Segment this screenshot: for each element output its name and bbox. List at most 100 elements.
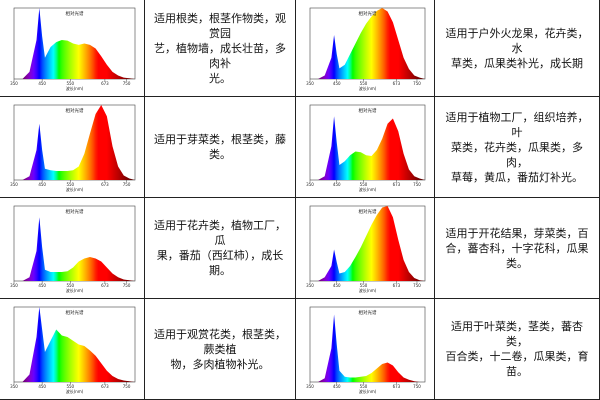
x-tick-label: 450 (333, 283, 341, 288)
description-cell-6: 适用于开花结果，芽菜类，百 合，蕃杏科，十字花科，瓜果 类。 (435, 198, 600, 299)
description-line: 适用于植物工厂，组织培养，叶 (445, 110, 589, 139)
x-tick-label: 350 (306, 384, 314, 389)
description-text: 适用于芽菜类，根茎类，藤类。 (151, 132, 289, 162)
x-tick-label: 450 (38, 81, 46, 86)
spectrum-area (22, 307, 135, 382)
x-axis-label: 波长(nm) (359, 186, 377, 192)
chart-cell-1: 相对光谱 350 450 550 673 750 波长(nm) (0, 0, 145, 97)
chart-title: 相对光谱 (66, 10, 84, 17)
x-tick-label: 450 (38, 182, 46, 187)
spectrum-chart-3: 相对光谱 350 450 550 673 750 波长(nm) (10, 104, 136, 192)
x-tick-label: 550 (66, 81, 74, 86)
description-line: 适用于户外火龙果，花卉类，水 (445, 26, 589, 55)
x-tick-label: 450 (333, 182, 341, 187)
chart-cell-5: 相对光谱 350 450 550 673 750 波长(nm) (0, 198, 145, 299)
description-text: 适用于植物工厂，组织培养，叶 菜类，花卉类，瓜果类，多肉， 草莓，黄瓜，番茄灯补光。 (441, 110, 593, 185)
spectrum-area (22, 217, 135, 281)
x-tick-label: 673 (101, 384, 109, 389)
description-text: 适用于叶菜类，茎类，蕃杏类， 百合类，十二卷，瓜果类，育 苗。 (441, 319, 593, 379)
spectrum-chart-5: 相对光谱 350 450 550 673 750 波长(nm) (10, 205, 136, 293)
spectrum-area (318, 206, 425, 281)
description-text: 适用于户外火龙果，花卉类，水 草类，瓜果类补光，成长期 (441, 26, 593, 71)
x-tick-label: 673 (393, 182, 401, 187)
description-line: 适用于花卉类，植物工厂，瓜 (154, 219, 286, 247)
x-tick-label: 750 (123, 283, 131, 288)
chart-cell-7: 相对光谱 350 450 550 673 750 波长(nm) (0, 299, 145, 400)
x-tick-label: 350 (306, 283, 314, 288)
spectrum-area (318, 116, 425, 180)
spectrum-chart-1: 相对光谱 350 450 550 673 750 波长(nm) (10, 7, 136, 91)
spectrum-chart-8: 相对光谱 350 450 550 673 750 波长(nm) (306, 306, 426, 394)
description-line: 草类，瓜果类补光，成长期 (451, 56, 583, 70)
description-cell-3: 适用于芽菜类，根茎类，藤类。 (145, 97, 296, 198)
x-tick-label: 450 (333, 384, 341, 389)
chart-title: 相对光谱 (66, 309, 84, 316)
chart-cell-2: 相对光谱 350 450 550 673 750 波长(nm) (296, 0, 435, 97)
x-tick-label: 350 (306, 81, 314, 86)
description-cell-4: 适用于植物工厂，组织培养，叶 菜类，花卉类，瓜果类，多肉， 草莓，黄瓜，番茄灯补光。 (435, 97, 600, 198)
description-line: 适用根类，根茎作物类，观赏园 (154, 11, 286, 40)
chart-title: 相对光谱 (359, 208, 377, 215)
spectrum-chart-4: 相对光谱 350 450 550 673 750 波长(nm) (306, 104, 426, 192)
x-tick-label: 450 (38, 384, 46, 389)
x-tick-label: 450 (333, 81, 341, 86)
x-tick-label: 673 (393, 384, 401, 389)
x-axis-label: 波长(nm) (66, 186, 84, 192)
description-cell-1: 适用根类，根茎作物类，观赏园 艺，植物墙，成长壮苗，多肉补 光。 (145, 0, 296, 97)
description-line: 果，番茄（西红柿），成长期。 (156, 249, 284, 277)
x-axis-label: 波长(nm) (66, 85, 84, 91)
x-tick-label: 550 (360, 81, 368, 86)
description-line: 物，多肉植物补光。 (170, 357, 270, 371)
x-tick-label: 550 (66, 283, 74, 288)
description-line: 合，蕃杏科，十字花科，瓜果 (445, 241, 589, 255)
x-tick-label: 750 (123, 384, 131, 389)
x-axis-label: 波长(nm) (359, 287, 377, 293)
x-tick-label: 550 (360, 384, 368, 389)
x-tick-label: 550 (66, 384, 74, 389)
x-tick-label: 550 (360, 182, 368, 187)
x-tick-label: 350 (10, 384, 18, 389)
x-tick-label: 450 (38, 283, 46, 288)
chart-title: 相对光谱 (66, 107, 84, 114)
description-line: 适用于开花结果，芽菜类，百 (445, 226, 589, 240)
description-line: 光。 (209, 71, 231, 85)
x-tick-label: 750 (123, 81, 131, 86)
chart-title: 相对光谱 (66, 208, 84, 215)
x-tick-label: 550 (360, 283, 368, 288)
x-tick-label: 550 (66, 182, 74, 187)
description-cell-8: 适用于叶菜类，茎类，蕃杏类， 百合类，十二卷，瓜果类，育 苗。 (435, 299, 600, 400)
x-axis-label: 波长(nm) (359, 388, 377, 394)
chart-cell-4: 相对光谱 350 450 550 673 750 波长(nm) (296, 97, 435, 198)
description-line: 适用于叶菜类，茎类，蕃杏类， (451, 320, 583, 348)
chart-cell-8: 相对光谱 350 450 550 673 750 波长(nm) (296, 299, 435, 400)
x-tick-label: 673 (101, 283, 109, 288)
chart-title: 相对光谱 (359, 107, 377, 114)
description-line: 菜类，花卉类，瓜果类，多肉， (451, 140, 583, 169)
chart-title: 相对光谱 (359, 10, 377, 17)
x-tick-label: 350 (10, 81, 18, 86)
spectrum-chart-2: 相对光谱 350 450 550 673 750 波长(nm) (306, 7, 426, 91)
spectrum-area (22, 105, 135, 180)
x-tick-label: 750 (413, 384, 421, 389)
x-tick-label: 350 (10, 283, 18, 288)
spectrum-chart-7: 相对光谱 350 450 550 673 750 波长(nm) (10, 306, 136, 394)
x-tick-label: 750 (123, 182, 131, 187)
x-tick-label: 673 (393, 81, 401, 86)
x-axis-label: 波长(nm) (66, 287, 84, 293)
chart-cell-6: 相对光谱 350 450 550 673 750 波长(nm) (296, 198, 435, 299)
description-cell-2: 适用于户外火龙果，花卉类，水 草类，瓜果类补光，成长期 (435, 0, 600, 97)
description-cell-7: 适用于观赏花类，根茎类，蕨类植 物，多肉植物补光。 (145, 299, 296, 400)
x-tick-label: 350 (306, 182, 314, 187)
description-line: 适用于芽菜类，根茎类，藤类。 (154, 133, 286, 161)
x-tick-label: 673 (101, 182, 109, 187)
spectrum-area (318, 314, 425, 382)
description-cell-5: 适用于花卉类，植物工厂，瓜 果，番茄（西红柿），成长期。 (145, 198, 296, 299)
spectrum-chart-6: 相对光谱 350 450 550 673 750 波长(nm) (306, 205, 426, 293)
description-line: 草莓，黄瓜，番茄灯补光。 (451, 170, 583, 184)
x-tick-label: 750 (413, 182, 421, 187)
description-line: 百合类，十二卷，瓜果类，育 (445, 350, 589, 363)
x-tick-label: 673 (101, 81, 109, 86)
description-text: 适用于花卉类，植物工厂，瓜 果，番茄（西红柿），成长期。 (151, 218, 289, 278)
spectrum-area (22, 8, 135, 79)
